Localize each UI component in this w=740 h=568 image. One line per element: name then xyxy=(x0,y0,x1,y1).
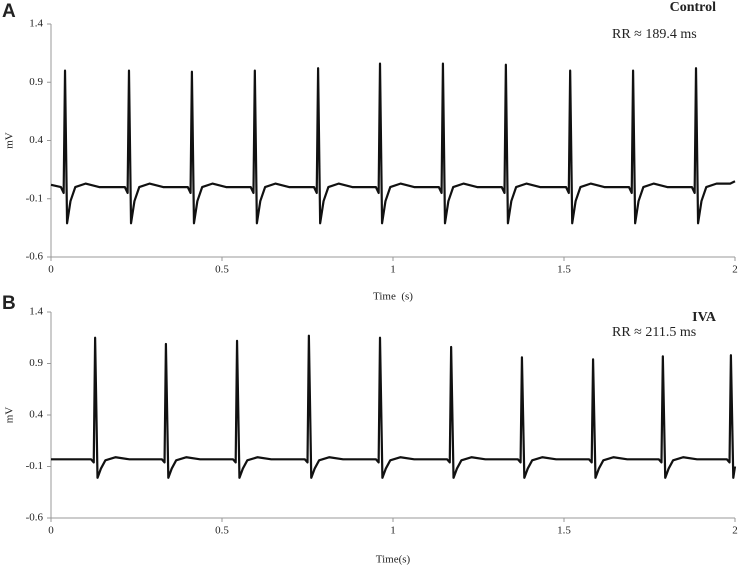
y-axis-label: mV xyxy=(4,407,16,424)
annotation: RR ≈ 189.4 ms xyxy=(612,27,697,42)
y-tick-label: 1.4 xyxy=(29,18,43,30)
x-tick-label: 2 xyxy=(732,525,738,537)
x-tick-label: 0 xyxy=(48,525,54,537)
x-tick-label: 0 xyxy=(48,264,54,276)
x-tick-label: 1.5 xyxy=(557,264,571,276)
y-axis-label: mV xyxy=(4,132,16,149)
y-tick-label: 0.4 xyxy=(29,409,43,421)
x-axis-label: Time(s) xyxy=(376,554,411,566)
annotation: RR ≈ 211.5 ms xyxy=(612,325,696,340)
ecg-trace xyxy=(51,334,737,479)
x-tick-label: 0.5 xyxy=(215,525,229,537)
y-tick-label: -0.6 xyxy=(26,251,44,263)
y-tick-label: -0.1 xyxy=(26,460,43,472)
x-tick-label: 0.5 xyxy=(215,264,229,276)
x-tick-label: 2 xyxy=(732,264,738,276)
panel-label: A xyxy=(2,1,16,22)
y-tick-label: 1.4 xyxy=(29,306,43,318)
chart-title: Control xyxy=(670,0,717,15)
y-tick-label: 0.9 xyxy=(29,76,43,88)
x-axis-label: Time (s) xyxy=(373,291,413,303)
x-tick-label: 1.5 xyxy=(557,525,571,537)
y-tick-label: -0.6 xyxy=(26,512,44,524)
y-tick-label: 0.9 xyxy=(29,357,43,369)
y-tick-label: -0.1 xyxy=(26,192,43,204)
ecg-trace xyxy=(50,62,736,225)
y-tick-label: 0.4 xyxy=(29,134,43,146)
x-tick-label: 1 xyxy=(390,525,396,537)
panel-label: B xyxy=(2,293,16,314)
x-tick-label: 1 xyxy=(390,264,396,276)
chart-title: IVA xyxy=(692,310,717,325)
